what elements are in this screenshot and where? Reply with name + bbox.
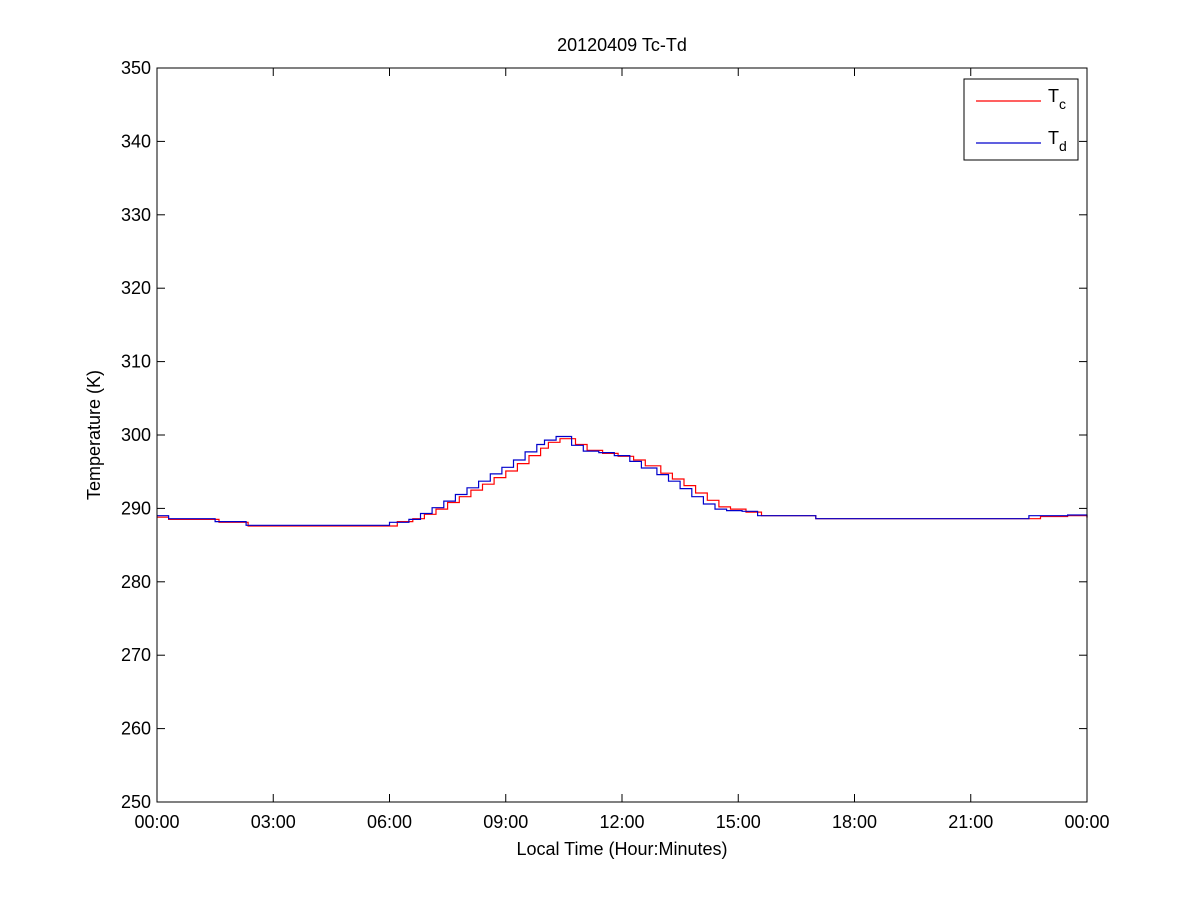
y-tick-label: 260 <box>121 719 151 739</box>
x-axis-ticks: 00:00 03:00 06:00 09:00 12:00 15:00 18:00 21:00… <box>134 68 1110 832</box>
x-tick-label: 00:00 <box>134 812 179 832</box>
x-tick-label: 09:00 <box>483 812 528 832</box>
x-tick-label: 18:00 <box>832 812 877 832</box>
legend-box <box>963 78 1079 161</box>
legend-label-td: Td <box>1048 128 1067 154</box>
legend-items: Tc Td <box>976 86 1067 154</box>
y-tick-label: 290 <box>121 498 151 518</box>
x-tick-label: 12:00 <box>599 812 644 832</box>
series-line-td <box>157 435 1088 526</box>
chart-title: 20120409 Tc-Td <box>557 35 687 55</box>
y-tick-label: 250 <box>121 792 151 812</box>
y-tick-label: 310 <box>121 352 151 372</box>
y-tick-label: 320 <box>121 278 151 298</box>
y-axis-ticks: 250 260 270 280 290 300 310 320 330 340 350 <box>121 58 1087 812</box>
y-tick-label: 340 <box>121 131 151 151</box>
y-axis-label: Temperature (K) <box>84 370 104 500</box>
series-layer <box>157 435 1088 527</box>
y-tick-label: 270 <box>121 645 151 665</box>
x-tick-label: 03:00 <box>251 812 296 832</box>
y-tick-label: 330 <box>121 205 151 225</box>
y-tick-label: 350 <box>121 58 151 78</box>
x-tick-label: 15:00 <box>716 812 761 832</box>
y-tick-label: 300 <box>121 425 151 445</box>
x-tick-label: 21:00 <box>948 812 993 832</box>
legend: Tc Td <box>963 78 1079 161</box>
series-line-tc <box>157 438 1088 527</box>
x-axis-label: Local Time (Hour:Minutes) <box>516 839 727 859</box>
x-tick-label: 06:00 <box>367 812 412 832</box>
x-tick-label: 00:00 <box>1064 812 1109 832</box>
legend-label-tc: Tc <box>1048 86 1066 112</box>
plot-area <box>157 68 1087 802</box>
y-tick-label: 280 <box>121 572 151 592</box>
